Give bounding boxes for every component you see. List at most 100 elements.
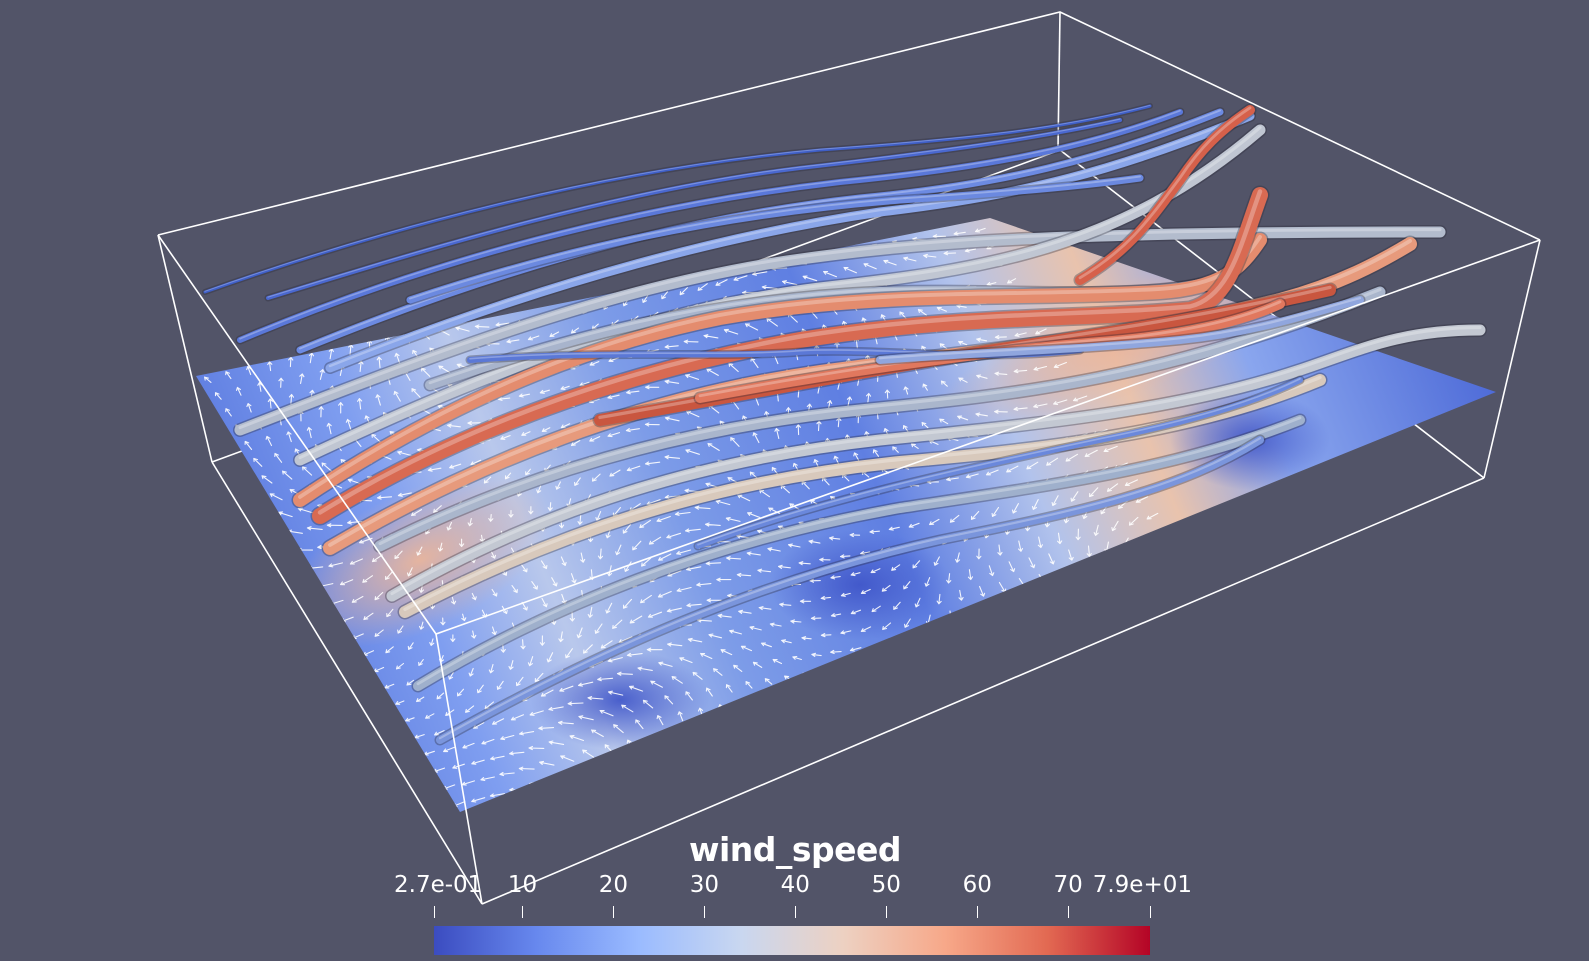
vector-glyph-arrow: [386, 608, 394, 618]
vector-glyph-arrow: [664, 494, 681, 500]
vector-glyph-arrow: [349, 558, 363, 565]
vector-glyph-arrow: [1217, 628, 1230, 633]
vector-glyph-arrow: [536, 485, 542, 494]
vector-glyph-arrow: [736, 572, 752, 578]
vector-glyph-arrow: [548, 706, 564, 711]
vector-glyph-arrow: [778, 731, 784, 739]
vector-glyph-arrow: [967, 569, 974, 581]
vector-glyph-arrow: [802, 672, 813, 677]
vector-glyph-arrow: [569, 610, 575, 622]
vector-glyph-arrow: [646, 647, 663, 652]
vector-glyph-arrow: [467, 420, 481, 426]
vector-glyph-arrow: [461, 613, 467, 622]
vector-glyph-arrow: [1097, 599, 1103, 611]
vector-glyph-arrow: [903, 386, 909, 395]
vector-glyph-arrow: [519, 731, 535, 736]
vector-glyph-arrow: [319, 369, 325, 380]
vector-glyph-arrow: [917, 308, 928, 316]
vector-glyph-arrow: [701, 745, 707, 755]
vector-glyph-arrow: [1084, 449, 1098, 458]
vector-glyph-arrow: [591, 729, 604, 738]
vector-glyph-arrow: [1118, 500, 1129, 509]
vector-glyph-arrow: [395, 700, 405, 705]
vector-glyph-arrow: [674, 511, 691, 516]
vector-glyph-arrow: [385, 646, 394, 654]
vector-glyph-arrow: [427, 467, 442, 472]
vector-glyph-arrow: [733, 275, 748, 281]
vector-glyph-arrow: [965, 473, 979, 479]
vector-glyph-arrow: [686, 410, 700, 418]
vector-glyph-arrow: [425, 713, 435, 719]
vector-glyph-arrow: [418, 659, 424, 666]
vector-glyph-arrow: [521, 431, 531, 436]
vector-glyph-arrow: [318, 406, 324, 418]
vector-glyph-arrow: [1149, 662, 1161, 667]
vector-glyph-arrow: [910, 443, 919, 449]
vector-glyph-arrow: [629, 615, 643, 624]
streamline-tube: [293, 233, 1267, 507]
vector-glyph-arrow: [589, 436, 601, 442]
vector-glyph-arrow: [850, 572, 861, 577]
streamline-tube-highlight: [239, 109, 1181, 340]
vector-glyph-arrow: [1006, 465, 1019, 473]
vector-glyph-arrow: [616, 671, 633, 676]
vector-glyph-arrow: [1120, 650, 1131, 657]
vector-glyph-arrow: [591, 473, 601, 482]
vector-glyph-arrow: [801, 636, 812, 641]
vector-glyph-arrow: [781, 639, 792, 644]
vector-glyph-arrow: [741, 290, 758, 295]
vector-glyph-arrow: [839, 666, 852, 671]
vector-glyph-arrow: [278, 511, 293, 518]
vector-glyph-arrow: [952, 702, 962, 713]
vector-glyph-arrow: [723, 328, 739, 335]
vector-glyph-arrow: [1096, 562, 1103, 574]
vector-glyph-arrow: [506, 339, 520, 344]
vector-glyph-arrow: [565, 648, 573, 659]
vector-glyph-arrow: [946, 573, 952, 584]
vector-glyph-arrow: [811, 688, 823, 694]
vector-glyph-arrow: [718, 704, 724, 714]
vector-glyph-arrow: [582, 749, 595, 758]
colorbar-tick-mark: [977, 906, 978, 918]
vector-glyph-arrow: [766, 318, 778, 327]
vector-glyph-arrow: [561, 593, 567, 605]
vector-glyph-arrow: [637, 666, 653, 671]
vector-glyph-arrow: [406, 679, 415, 686]
streamline-tube: [413, 415, 1305, 691]
vector-glyph-arrow: [1189, 617, 1200, 622]
vector-glyph-arrow: [671, 676, 683, 684]
vector-glyph-arrow: [1088, 582, 1094, 594]
vector-glyph-arrow: [1123, 575, 1130, 586]
vector-glyph-arrow: [550, 776, 565, 783]
vector-glyph-arrow: [621, 704, 634, 713]
vector-glyph-arrow: [860, 550, 871, 556]
vector-glyph-arrow: [539, 760, 555, 766]
vector-glyph-arrow: [839, 554, 851, 559]
vector-glyph-arrow: [484, 701, 495, 710]
vector-glyph-arrow: [1146, 512, 1159, 520]
vector-glyph-arrow: [589, 361, 600, 366]
vector-glyph-arrow: [538, 726, 555, 731]
vector-glyph-arrow: [677, 711, 684, 722]
vector-glyph-arrow: [253, 457, 263, 467]
vector-glyph-arrow: [473, 722, 485, 729]
vector-glyph-arrow: [976, 374, 988, 379]
vector-glyph-arrow: [936, 306, 947, 312]
vector-glyph-arrow: [286, 431, 292, 443]
vector-glyph-arrow: [647, 611, 663, 618]
vector-glyph-arrow: [418, 584, 425, 593]
vector-glyph-arrow: [891, 564, 901, 571]
vector-glyph-arrow: [489, 793, 506, 798]
vector-glyph-arrow: [939, 343, 948, 350]
vector-glyph-arrow: [1014, 690, 1022, 702]
vector-glyph-arrow: [645, 385, 660, 390]
vector-glyph-arrow: [958, 627, 965, 639]
vector-glyph-arrow: [958, 340, 968, 346]
vector-glyph-arrow: [508, 510, 514, 518]
vector-glyph-arrow: [1068, 549, 1074, 561]
vector-glyph-arrow: [347, 520, 363, 525]
vector-glyph-arrow: [357, 398, 363, 410]
vector-glyph-arrow: [490, 755, 505, 761]
streamline-tube-highlight: [299, 109, 1221, 350]
